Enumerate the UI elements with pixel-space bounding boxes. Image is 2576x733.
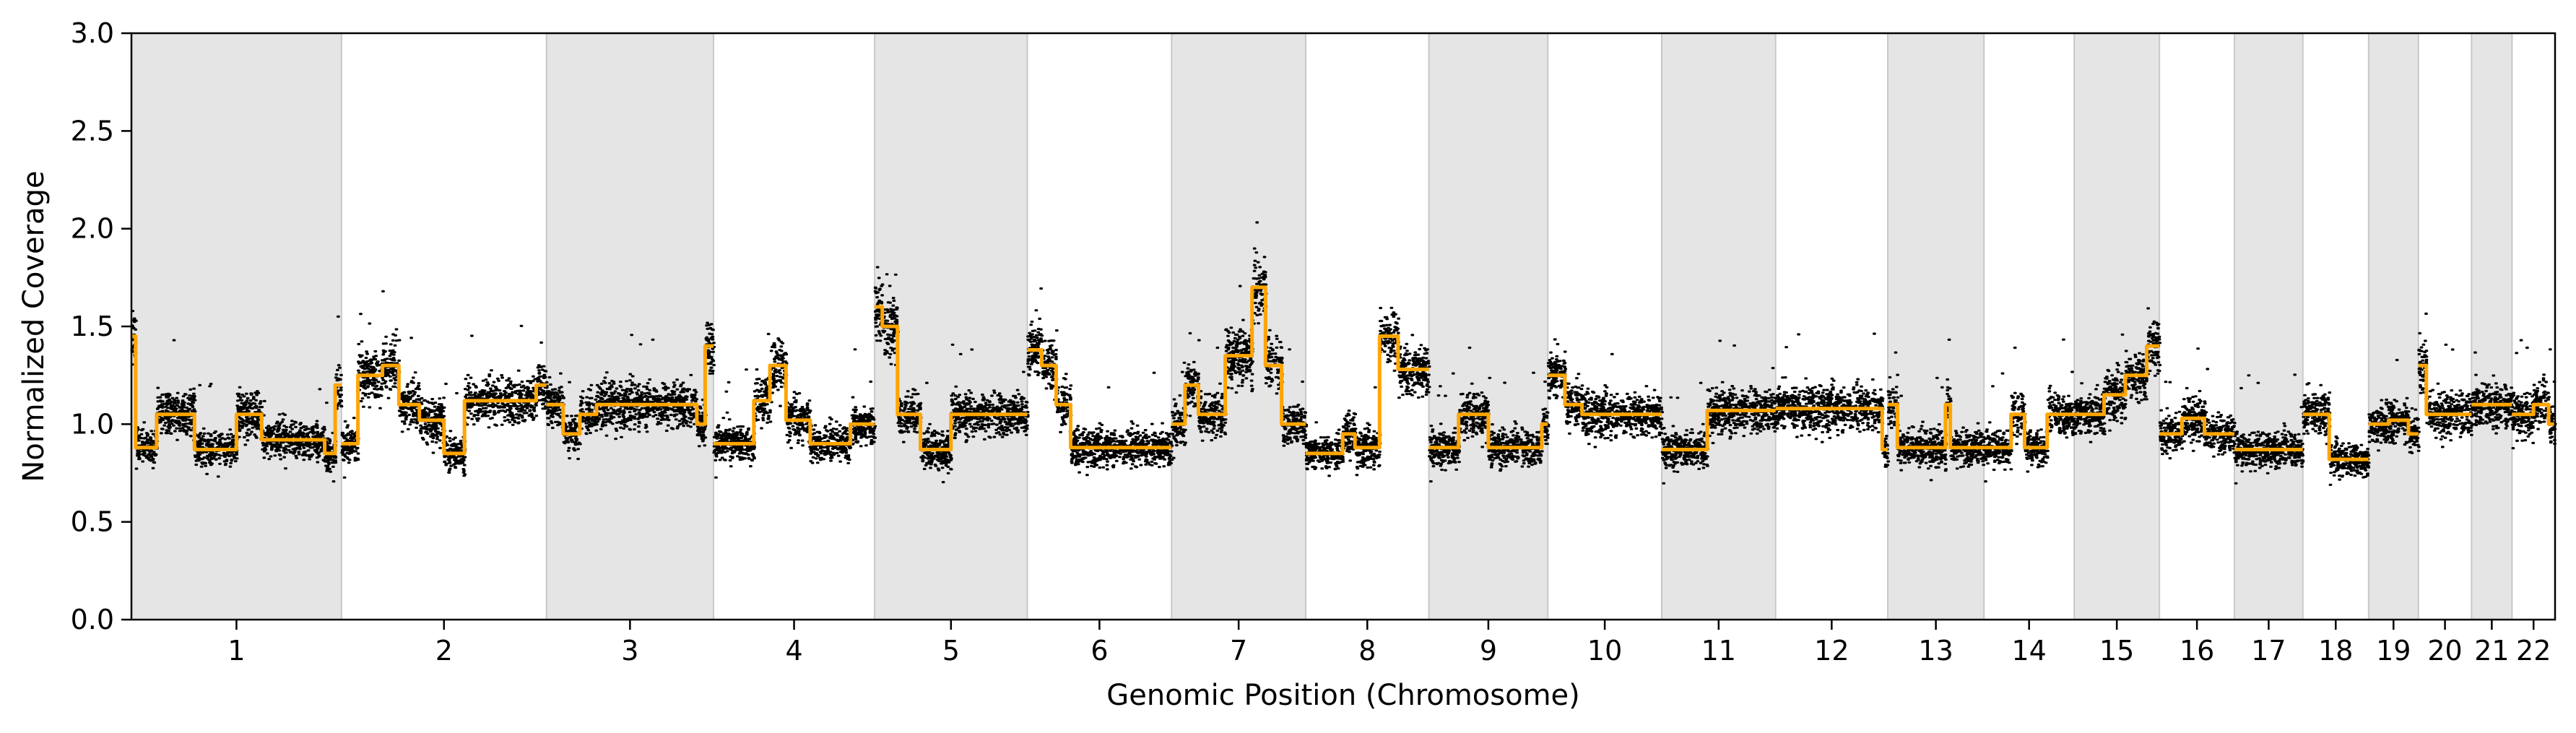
x-axis-label: Genomic Position (Chromosome) xyxy=(1106,679,1580,712)
coverage-points-chr18 xyxy=(2302,382,2371,486)
segment-line-chr20 xyxy=(2418,363,2472,417)
chromosome-band-9 xyxy=(1428,33,1548,620)
segment-line-chr16 xyxy=(2159,416,2235,436)
chromosome-band-3 xyxy=(546,33,714,620)
x-tick-label-chr21: 21 xyxy=(2474,635,2509,667)
segment-line-chr12 xyxy=(1775,407,1888,451)
x-tick-label-chr10: 10 xyxy=(1587,635,1622,667)
y-axis: 0.0 0.5 1.0 1.5 2.0 2.5 3.0 xyxy=(71,17,131,636)
x-tick-label-chr6: 6 xyxy=(1090,635,1108,667)
coverage-points-chr4 xyxy=(712,332,877,479)
plot-frame xyxy=(130,32,2557,621)
segment-line-chr1 xyxy=(131,334,342,456)
segment-line-chr3 xyxy=(546,344,714,436)
chromosome-band-7 xyxy=(1171,33,1306,620)
chromosome-band-15 xyxy=(2074,33,2160,620)
segment-line-chr7 xyxy=(1171,285,1306,426)
x-tick-label-chr14: 14 xyxy=(2011,635,2046,667)
coverage-points-chr14 xyxy=(1982,338,2076,483)
chromosome-band-13 xyxy=(1888,33,1985,620)
segment-line-chr10 xyxy=(1548,373,1662,417)
x-tick-label-chr8: 8 xyxy=(1358,635,1376,667)
chromosome-bands xyxy=(131,33,2513,620)
segment-line-chr18 xyxy=(2302,412,2369,461)
x-tick-label-chr5: 5 xyxy=(942,635,960,667)
chromosome-band-17 xyxy=(2234,33,2303,620)
chromosome-band-21 xyxy=(2471,33,2512,620)
segment-line-chr15 xyxy=(2074,344,2160,417)
segment-line-chr14 xyxy=(1984,412,2075,450)
segment-line-chr11 xyxy=(1662,408,1776,451)
coverage-points-chr15 xyxy=(2073,307,2162,443)
segment-line-chr6 xyxy=(1027,348,1172,450)
chromosome-band-19 xyxy=(2368,33,2419,620)
y-tick-label: 1.0 xyxy=(71,408,114,440)
y-tick-label: 3.0 xyxy=(71,17,114,49)
segment-line-chr19 xyxy=(2368,418,2419,436)
segment-line-chr4 xyxy=(714,363,875,446)
coverage-points-chr19 xyxy=(2367,358,2421,454)
x-tick-label-chr15: 15 xyxy=(2099,635,2134,667)
coverage-points-chr12 xyxy=(1774,332,1891,468)
segment-line-chr13 xyxy=(1888,402,1985,450)
x-tick-label-chr16: 16 xyxy=(2180,635,2214,667)
coverage-points-chr22 xyxy=(2510,339,2557,450)
y-tick-label: 1.5 xyxy=(71,311,114,342)
chromosome-band-11 xyxy=(1661,33,1776,620)
coverage-points-chr6 xyxy=(1026,287,1174,477)
segment-line-chr2 xyxy=(341,363,547,456)
x-tick-label-chr4: 4 xyxy=(785,635,802,667)
segment-line-chr22 xyxy=(2512,402,2555,426)
y-tick-label: 2.0 xyxy=(71,213,114,245)
segment-line-chr9 xyxy=(1428,412,1548,450)
y-tick-label: 2.5 xyxy=(71,115,114,147)
coverage-points-chr16 xyxy=(2158,347,2237,460)
y-axis-label: Normalized Coverage xyxy=(17,170,51,482)
x-tick-label-chr11: 11 xyxy=(1701,635,1736,667)
x-tick-label-chr19: 19 xyxy=(2376,635,2411,667)
x-tick-label-chr20: 20 xyxy=(2427,635,2462,667)
chromosome-band-1 xyxy=(131,33,342,620)
x-tick-label-chr1: 1 xyxy=(227,635,245,667)
coverage-points-chr8 xyxy=(1304,306,1431,477)
y-tick-label: 0.5 xyxy=(71,506,114,538)
y-tick-label: 0.0 xyxy=(71,604,114,636)
x-axis: 1 2 3 4 5 6 7 8 9 10 11 12 13 14 15 16 17 18 19 20 21 22 xyxy=(227,620,2551,667)
segment-line-chr8 xyxy=(1306,334,1429,456)
x-tick-label-chr13: 13 xyxy=(1918,635,1953,667)
x-tick-label-chr17: 17 xyxy=(2251,635,2286,667)
x-tick-label-chr9: 9 xyxy=(1480,635,1497,667)
x-tick-label-chr12: 12 xyxy=(1814,635,1849,667)
x-tick-label-chr22: 22 xyxy=(2516,635,2551,667)
x-tick-label-chr7: 7 xyxy=(1230,635,1247,667)
segment-lines xyxy=(131,285,2555,461)
chromosome-band-5 xyxy=(875,33,1028,620)
x-tick-label-chr18: 18 xyxy=(2318,635,2353,667)
segment-line-chr5 xyxy=(875,305,1028,451)
x-tick-label-chr3: 3 xyxy=(621,635,638,667)
coverage-points-chr1 xyxy=(130,310,344,483)
x-tick-label-chr2: 2 xyxy=(435,635,453,667)
coverage-points-chr20 xyxy=(2417,312,2474,448)
